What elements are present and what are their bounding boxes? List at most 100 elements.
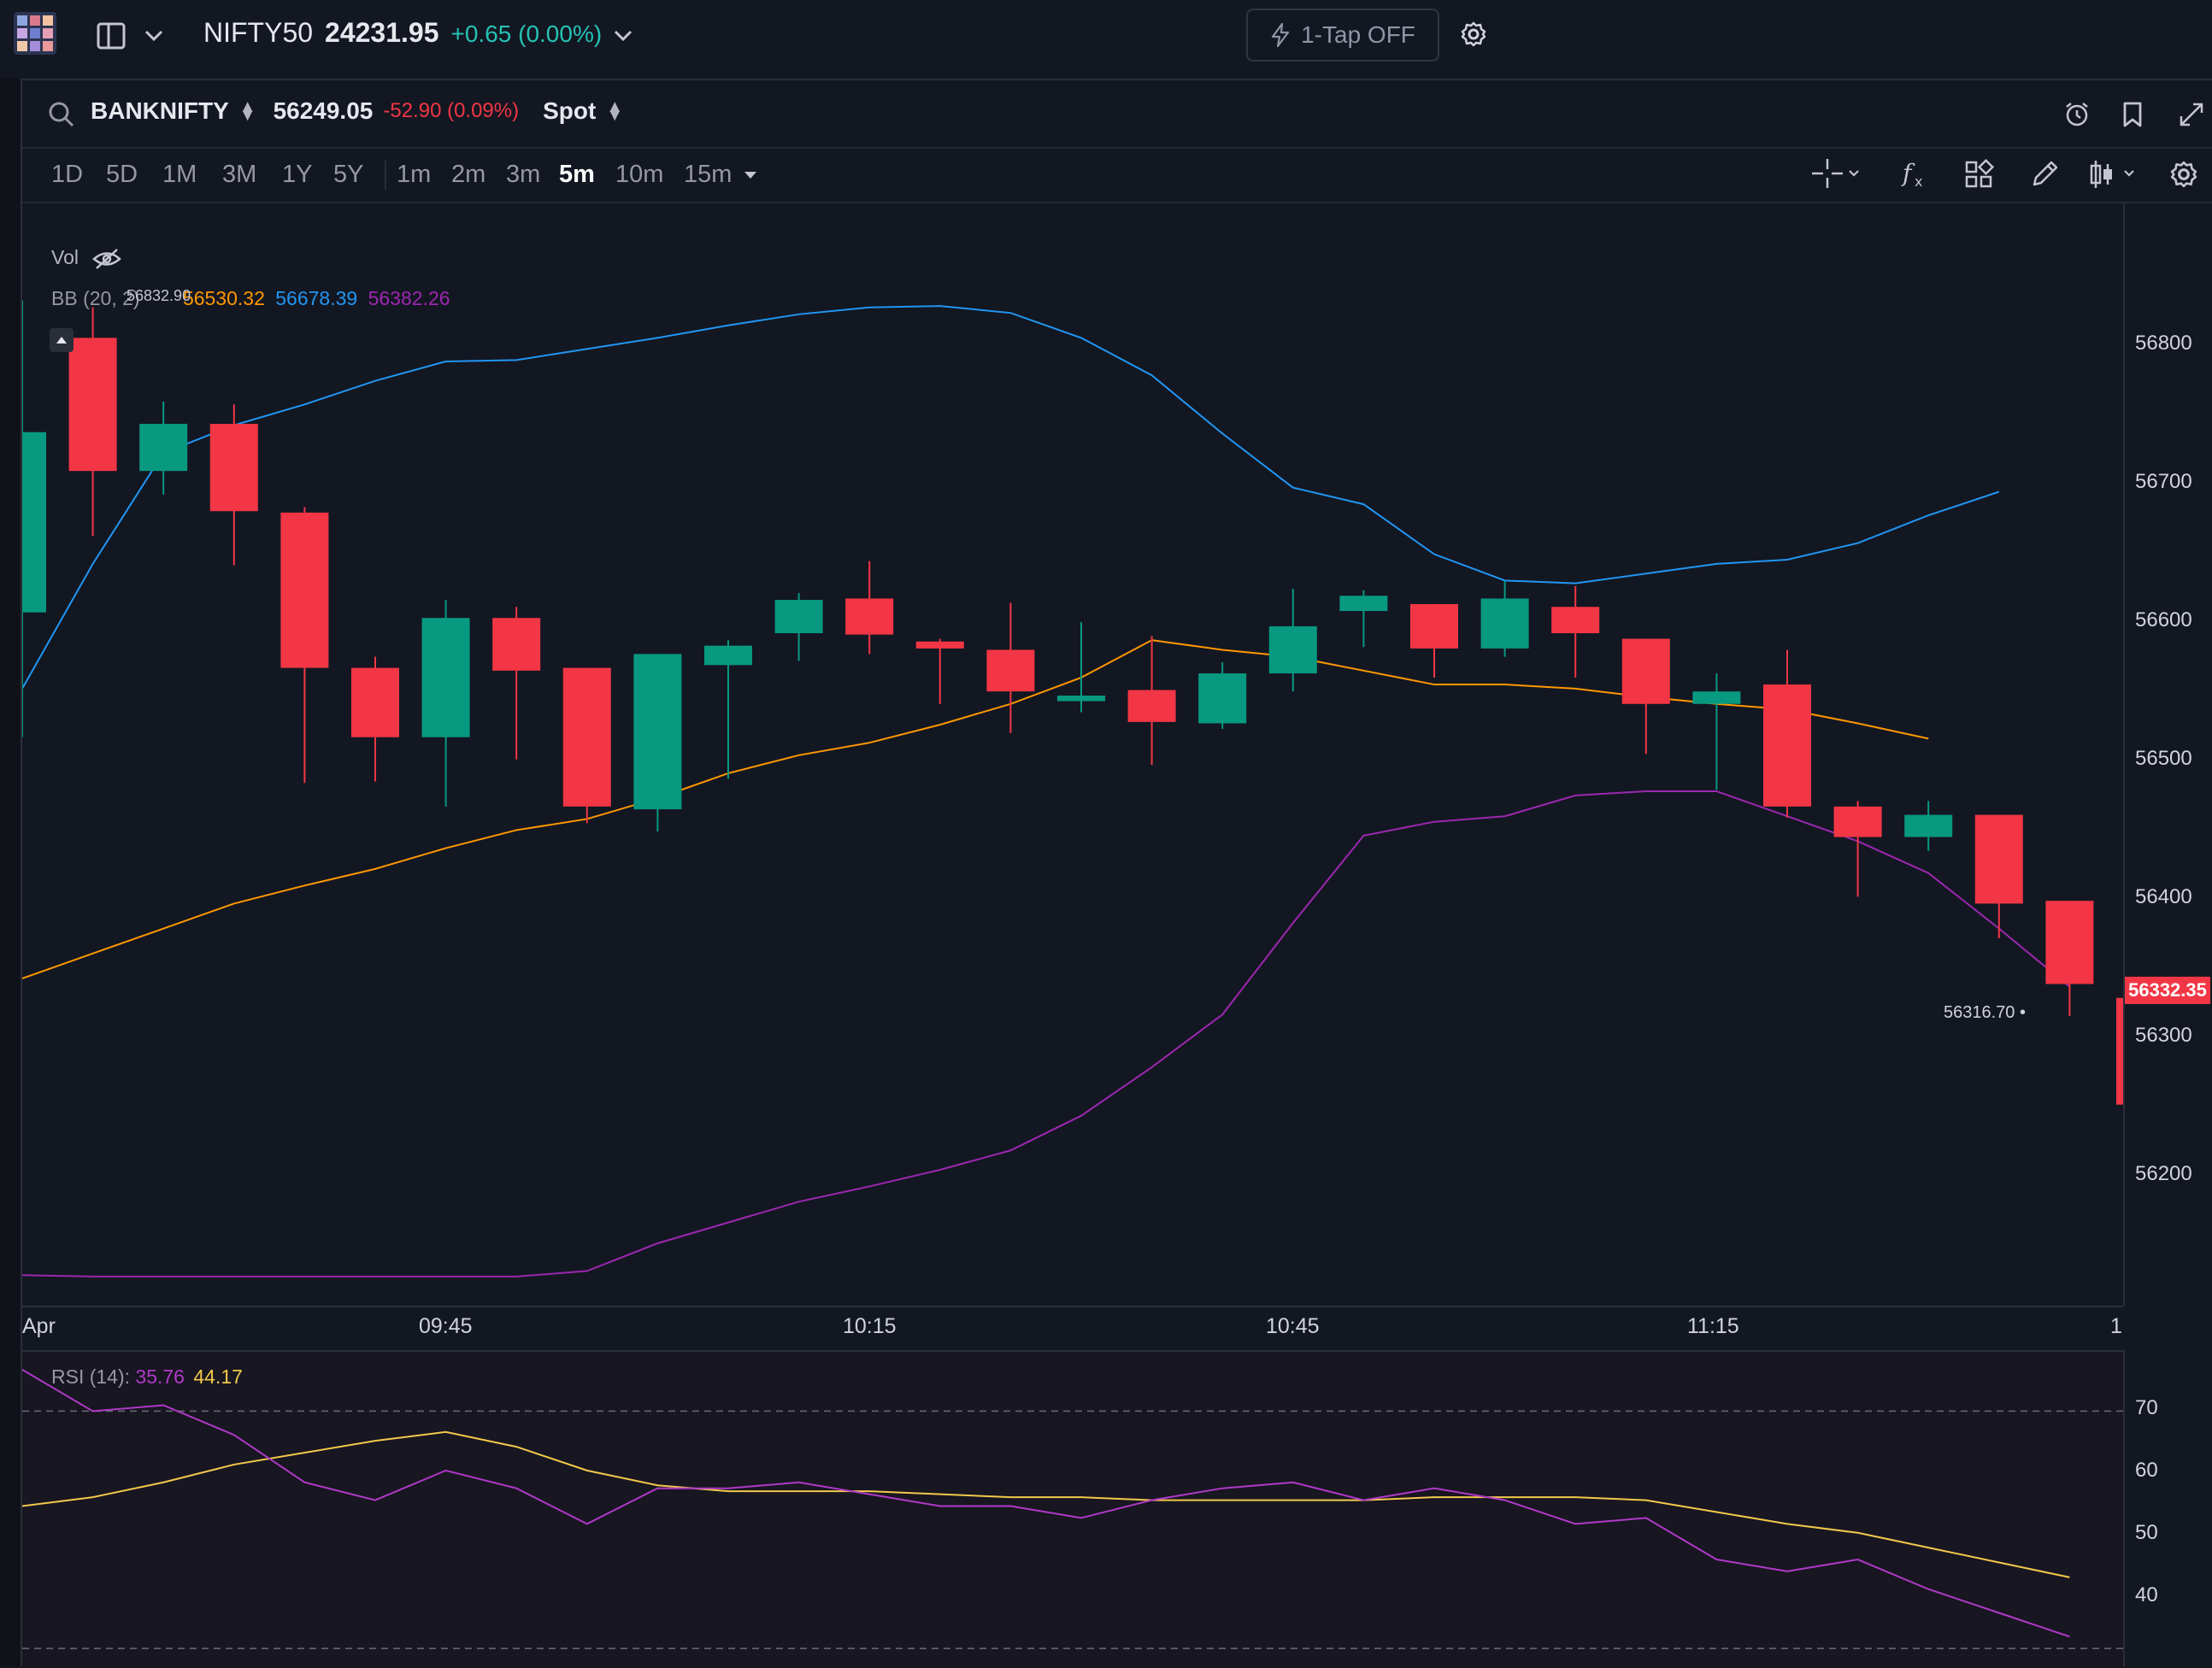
- lightning-icon: [1271, 22, 1290, 48]
- interval-2m[interactable]: 2m: [451, 161, 486, 188]
- candle-up: [139, 402, 188, 495]
- candle-body: [492, 618, 541, 671]
- interval-10m[interactable]: 10m: [615, 161, 664, 188]
- candle-up: [22, 300, 46, 737]
- candle-down: [1551, 585, 1600, 678]
- draw-pencil-icon[interactable]: [2027, 157, 2062, 191]
- ticker-name: NIFTY50: [203, 17, 314, 48]
- settings-gear-icon[interactable]: [1456, 17, 1491, 51]
- candle-body: [139, 424, 188, 472]
- candles: [22, 300, 2123, 1105]
- index-ticker[interactable]: NIFTY50 24231.95 +0.65 (0.00%): [203, 17, 632, 49]
- layout-toggle-icon[interactable]: [94, 19, 128, 53]
- chart-type-candles-icon[interactable]: [2089, 157, 2138, 191]
- candle-up: [1904, 801, 1953, 851]
- vol-label: Vol: [51, 246, 79, 268]
- alarm-clock-icon[interactable]: [2063, 101, 2091, 128]
- symbol-info[interactable]: BANKNIFTY ▲ ▼ 56249.05 -52.90 (0.09%) Spo…: [91, 97, 623, 125]
- left-edge-strip: [0, 79, 22, 1666]
- candle-down: [915, 638, 964, 704]
- bb-mid-value: 56530.32: [182, 287, 265, 309]
- svg-text:f: f: [1901, 159, 1915, 187]
- symbol-name[interactable]: BANKNIFTY: [91, 97, 229, 124]
- segment-switch-icon[interactable]: ▲ ▼: [606, 97, 624, 125]
- price-tick: 56600: [2135, 608, 2192, 631]
- range-3m[interactable]: 3M: [222, 161, 257, 188]
- candlestick-chart[interactable]: [22, 203, 2123, 1306]
- segment-selector[interactable]: Spot: [543, 97, 597, 124]
- rsi-ma-value: 44.17: [193, 1366, 243, 1388]
- candle-up: [1480, 580, 1529, 657]
- range-5y[interactable]: 5Y: [333, 161, 364, 188]
- rsi-axis[interactable]: 70 60 50 40: [2123, 1350, 2212, 1666]
- candle-down: [2045, 901, 2094, 1016]
- search-icon[interactable]: [48, 101, 75, 128]
- time-label: 09:45: [419, 1314, 473, 1338]
- range-1d[interactable]: 1D: [51, 161, 84, 188]
- interval-5m[interactable]: 5m: [559, 161, 595, 188]
- expand-icon[interactable]: [2178, 101, 2205, 128]
- candle-body: [1621, 638, 1670, 704]
- collapse-legend-button[interactable]: [50, 328, 74, 352]
- interval-1m[interactable]: 1m: [397, 161, 432, 188]
- candle-body: [2045, 901, 2094, 984]
- candle-up: [1198, 662, 1247, 729]
- candle-body: [1339, 596, 1388, 612]
- bb-mid-line: [22, 639, 1929, 979]
- candle-body: [1904, 814, 1953, 837]
- one-tap-toggle-button[interactable]: 1-Tap OFF: [1246, 9, 1439, 62]
- bb-overlap-value: 56832.90: [126, 287, 191, 304]
- range-5d[interactable]: 5D: [106, 161, 138, 188]
- chevron-down-icon[interactable]: [140, 22, 168, 50]
- rsi-tick: 40: [2135, 1583, 2158, 1606]
- candle-up: [1057, 622, 1105, 713]
- range-1m[interactable]: 1M: [162, 161, 197, 188]
- candle-down: [1621, 638, 1670, 755]
- rsi-chart[interactable]: [22, 1352, 2123, 1666]
- candle-body: [351, 667, 399, 737]
- time-axis[interactable]: Apr 09:45 10:15 10:45 11:15 1: [22, 1306, 2123, 1350]
- candle-body: [845, 598, 894, 635]
- eye-off-icon[interactable]: [92, 248, 122, 270]
- rsi-pane[interactable]: RSI (14): 35.76 44.17: [22, 1350, 2123, 1668]
- rsi-line: [22, 1368, 2070, 1638]
- symbol-switch-icon[interactable]: ▲ ▼: [238, 97, 256, 125]
- candle-down: [845, 561, 894, 655]
- candle-body: [1833, 806, 1882, 837]
- candle-up: [1692, 673, 1741, 790]
- candle-up: [704, 640, 752, 779]
- rsi-legend: RSI (14): 35.76 44.17: [51, 1366, 243, 1389]
- rsi-tick: 70: [2135, 1396, 2158, 1419]
- main-chart-pane[interactable]: Vol BB (20, 2) 56832.90 56530.32 56678.3…: [22, 203, 2123, 1306]
- interval-3m[interactable]: 3m: [506, 161, 541, 188]
- candle-body: [421, 618, 470, 737]
- candle-body: [1551, 607, 1600, 634]
- range-1y[interactable]: 1Y: [282, 161, 313, 188]
- rsi-value: 35.76: [135, 1366, 185, 1388]
- price-axis[interactable]: 56800 56700 56600 56500 56400 56300 5620…: [2123, 203, 2212, 1306]
- time-label: 10:45: [1266, 1314, 1320, 1338]
- symbol-price: 56249.05: [273, 97, 374, 124]
- candle-down: [2116, 997, 2123, 1105]
- rsi-label: RSI (14):: [51, 1366, 131, 1388]
- bb-label: BB (20, 2): [51, 287, 140, 309]
- price-tick: 56300: [2135, 1024, 2192, 1047]
- candle-down: [1763, 649, 1811, 818]
- app-logo-icon[interactable]: [14, 12, 56, 55]
- templates-grid-icon[interactable]: [1962, 157, 1997, 191]
- chart-settings-icon[interactable]: [2169, 157, 2198, 191]
- ticker-chevron-icon[interactable]: [614, 30, 632, 42]
- candle-up: [1339, 590, 1388, 648]
- candle-body: [915, 641, 964, 649]
- low-marker-value: 56316.70: [1944, 1003, 2015, 1022]
- rsi-tick: 60: [2135, 1459, 2158, 1482]
- interval-15m[interactable]: 15m: [684, 161, 732, 188]
- interval-dropdown-icon[interactable]: [744, 171, 757, 179]
- crosshair-icon[interactable]: [1812, 157, 1862, 191]
- toolbar-divider: [385, 161, 386, 190]
- bookmark-icon[interactable]: [2121, 101, 2144, 128]
- candle-down: [351, 656, 399, 782]
- candle-down: [1974, 814, 2023, 938]
- candle-body: [1763, 684, 1811, 807]
